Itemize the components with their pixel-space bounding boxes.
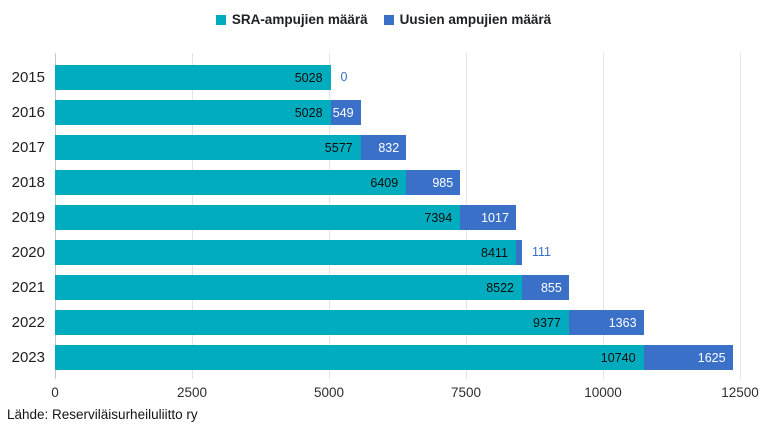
year-label: 2020 (11, 244, 45, 261)
bar-segment-sra[interactable]: 9377 (55, 310, 569, 335)
value-label-uusi: 111 (532, 245, 552, 260)
value-label-sra: 8522 (486, 280, 514, 295)
value-label-uusi: 1363 (608, 315, 637, 330)
bar-segment-uusi[interactable]: 985 (406, 170, 461, 195)
value-label-uusi: 985 (432, 175, 454, 190)
value-label-uusi: 1625 (697, 350, 726, 365)
x-tick-label: 0 (51, 385, 59, 400)
bar-segment-sra[interactable]: 5577 (55, 135, 361, 160)
bar-segment-uusi[interactable]: 1625 (643, 345, 733, 370)
gridline (740, 53, 741, 379)
value-label-sra: 7394 (424, 210, 453, 225)
bar-segment-sra[interactable]: 6409 (55, 170, 407, 195)
year-label: 2022 (11, 314, 45, 331)
year-label: 2021 (11, 279, 45, 296)
bar-segment-uusi[interactable]: 832 (360, 135, 407, 160)
x-tick-label: 7500 (450, 385, 482, 400)
legend-label: SRA-ampujien määrä (231, 12, 368, 27)
bar-row: 2016 5028 549 (12, 100, 740, 125)
x-tick-label: 5000 (313, 385, 345, 400)
value-label-uusi: 0 (340, 70, 348, 85)
year-label: 2018 (11, 174, 45, 191)
bar-segment-uusi[interactable]: 1017 (460, 205, 516, 230)
value-label-sra: 5028 (294, 70, 323, 85)
value-label-uusi: 855 (540, 280, 562, 295)
bar-segment-sra[interactable]: 10740 (55, 345, 644, 370)
value-label-uusi: 1017 (481, 210, 509, 225)
value-label-sra: 6409 (370, 175, 399, 190)
bar-segment-uusi[interactable]: 855 (522, 275, 569, 300)
x-tick-label: 12500 (721, 385, 759, 400)
legend-swatch-icon (215, 14, 226, 25)
bar-segment-uusi[interactable] (515, 240, 522, 265)
value-label-uusi: 832 (378, 140, 400, 155)
bar-segment-sra[interactable]: 7394 (55, 205, 461, 230)
bar-row: 2022 9377 1363 (12, 310, 740, 335)
bar-row: 2020 8411 111 (12, 240, 740, 265)
x-axis: 0 2500 5000 7500 10000 12500 (0, 385, 767, 403)
year-label: 2019 (11, 209, 45, 226)
year-label: 2023 (11, 349, 45, 366)
bar-row: 2023 10740 1625 (12, 345, 740, 370)
bar-segment-uusi[interactable]: 1363 (568, 310, 644, 335)
bar-row: 2021 8522 855 (12, 275, 740, 300)
bar-row: 2015 5028 0 (12, 65, 740, 90)
bar-row: 2017 5577 832 (12, 135, 740, 160)
legend: SRA-ampujien määrä Uusien ampujien määrä (0, 13, 767, 27)
bar-segment-sra[interactable]: 5028 (55, 65, 331, 90)
legend-swatch-icon (383, 14, 394, 25)
year-label: 2017 (11, 139, 45, 156)
value-label-uusi: 549 (332, 105, 354, 120)
bar-segment-sra[interactable]: 5028 (55, 100, 331, 125)
bar-segment-uusi[interactable]: 549 (330, 100, 361, 125)
bar-row: 2018 6409 985 (12, 170, 740, 195)
year-label: 2016 (11, 104, 45, 121)
plot-area: 2015 5028 0 2016 5028 549 2017 5577 832 2018 6409 9… (12, 53, 741, 379)
source-text: Lähde: Reserviläisurheiluliitto ry (7, 407, 198, 422)
value-label-sra: 9377 (533, 315, 561, 330)
value-label-sra: 10740 (600, 350, 636, 365)
legend-label: Uusien ampujien määrä (399, 12, 552, 27)
x-tick-label: 10000 (584, 385, 622, 400)
bar-row: 2019 7394 1017 (12, 205, 740, 230)
gridline (603, 53, 604, 379)
year-label: 2015 (11, 69, 45, 86)
bar-segment-sra[interactable]: 8411 (55, 240, 516, 265)
value-label-sra: 5028 (294, 105, 323, 120)
legend-item-uusi[interactable]: Uusien ampujien määrä (383, 12, 552, 27)
x-tick-label: 2500 (176, 385, 208, 400)
value-label-sra: 8411 (481, 245, 508, 260)
bar-segment-sra[interactable]: 8522 (55, 275, 522, 300)
legend-item-sra[interactable]: SRA-ampujien määrä (215, 12, 368, 27)
value-label-sra: 5577 (324, 140, 353, 155)
